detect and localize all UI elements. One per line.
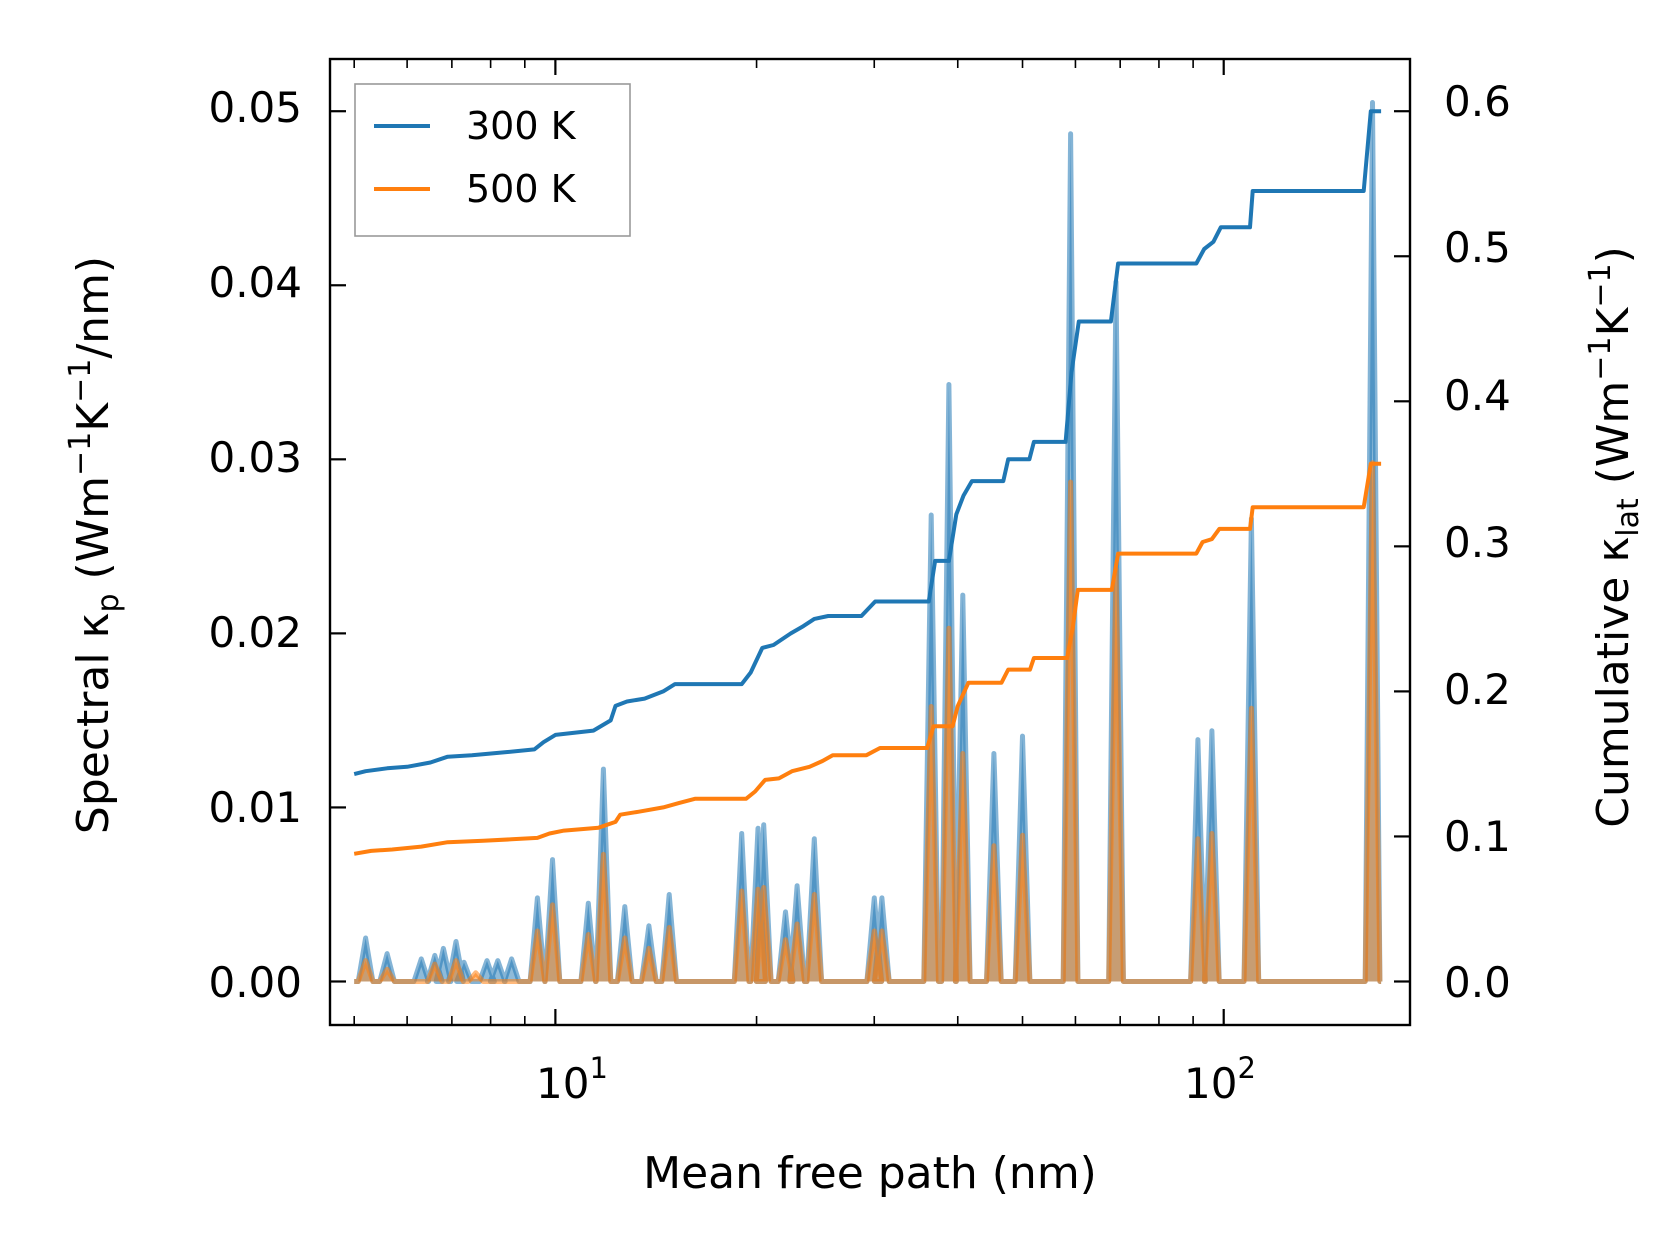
right-tick-label: 0.3	[1444, 518, 1511, 567]
left-tick-label: 0.04	[208, 258, 302, 307]
legend-label-500k: 500 K	[466, 167, 577, 211]
left-tick-label: 0.01	[208, 783, 302, 832]
right-tick-label: 0.1	[1444, 812, 1511, 861]
left-tick-label: 0.03	[208, 433, 302, 482]
spectral-line-500k	[354, 460, 1383, 984]
x-tick-label-100: 102	[1184, 1051, 1256, 1108]
left-axis-label: Spectral κp (Wm−1K−1/nm)	[63, 256, 126, 834]
cumulative-layer	[353, 109, 1382, 856]
x-axis-ticks	[353, 59, 1225, 1025]
cumulative-line-500k	[353, 461, 1382, 856]
left-tick-label: 0.02	[208, 608, 302, 657]
x-tick-label-10: 101	[536, 1051, 608, 1108]
legend: 300 K 500 K	[354, 83, 631, 237]
legend-box	[354, 83, 631, 237]
right-tick-label: 0.2	[1444, 665, 1511, 714]
axes-frame	[328, 57, 1412, 1027]
plot-area	[353, 100, 1383, 984]
right-tick-label: 0.4	[1444, 371, 1511, 420]
right-tick-label: 0.6	[1444, 77, 1511, 126]
cumulative-line-300k	[353, 109, 1382, 777]
legend-label-300k: 300 K	[466, 104, 577, 148]
spectral-layer	[354, 100, 1383, 984]
right-axis-ticks	[1394, 110, 1410, 983]
left-axis-ticks	[330, 110, 346, 983]
right-axis-label: Cumulative κlat (Wm−1K−1)	[1583, 246, 1646, 828]
right-tick-label: 0.0	[1444, 958, 1511, 1007]
right-tick-label: 0.5	[1444, 223, 1511, 272]
x-axis-label: Mean free path (nm)	[643, 1148, 1097, 1199]
left-tick-label: 0.05	[208, 83, 302, 132]
left-tick-label: 0.00	[208, 958, 302, 1007]
